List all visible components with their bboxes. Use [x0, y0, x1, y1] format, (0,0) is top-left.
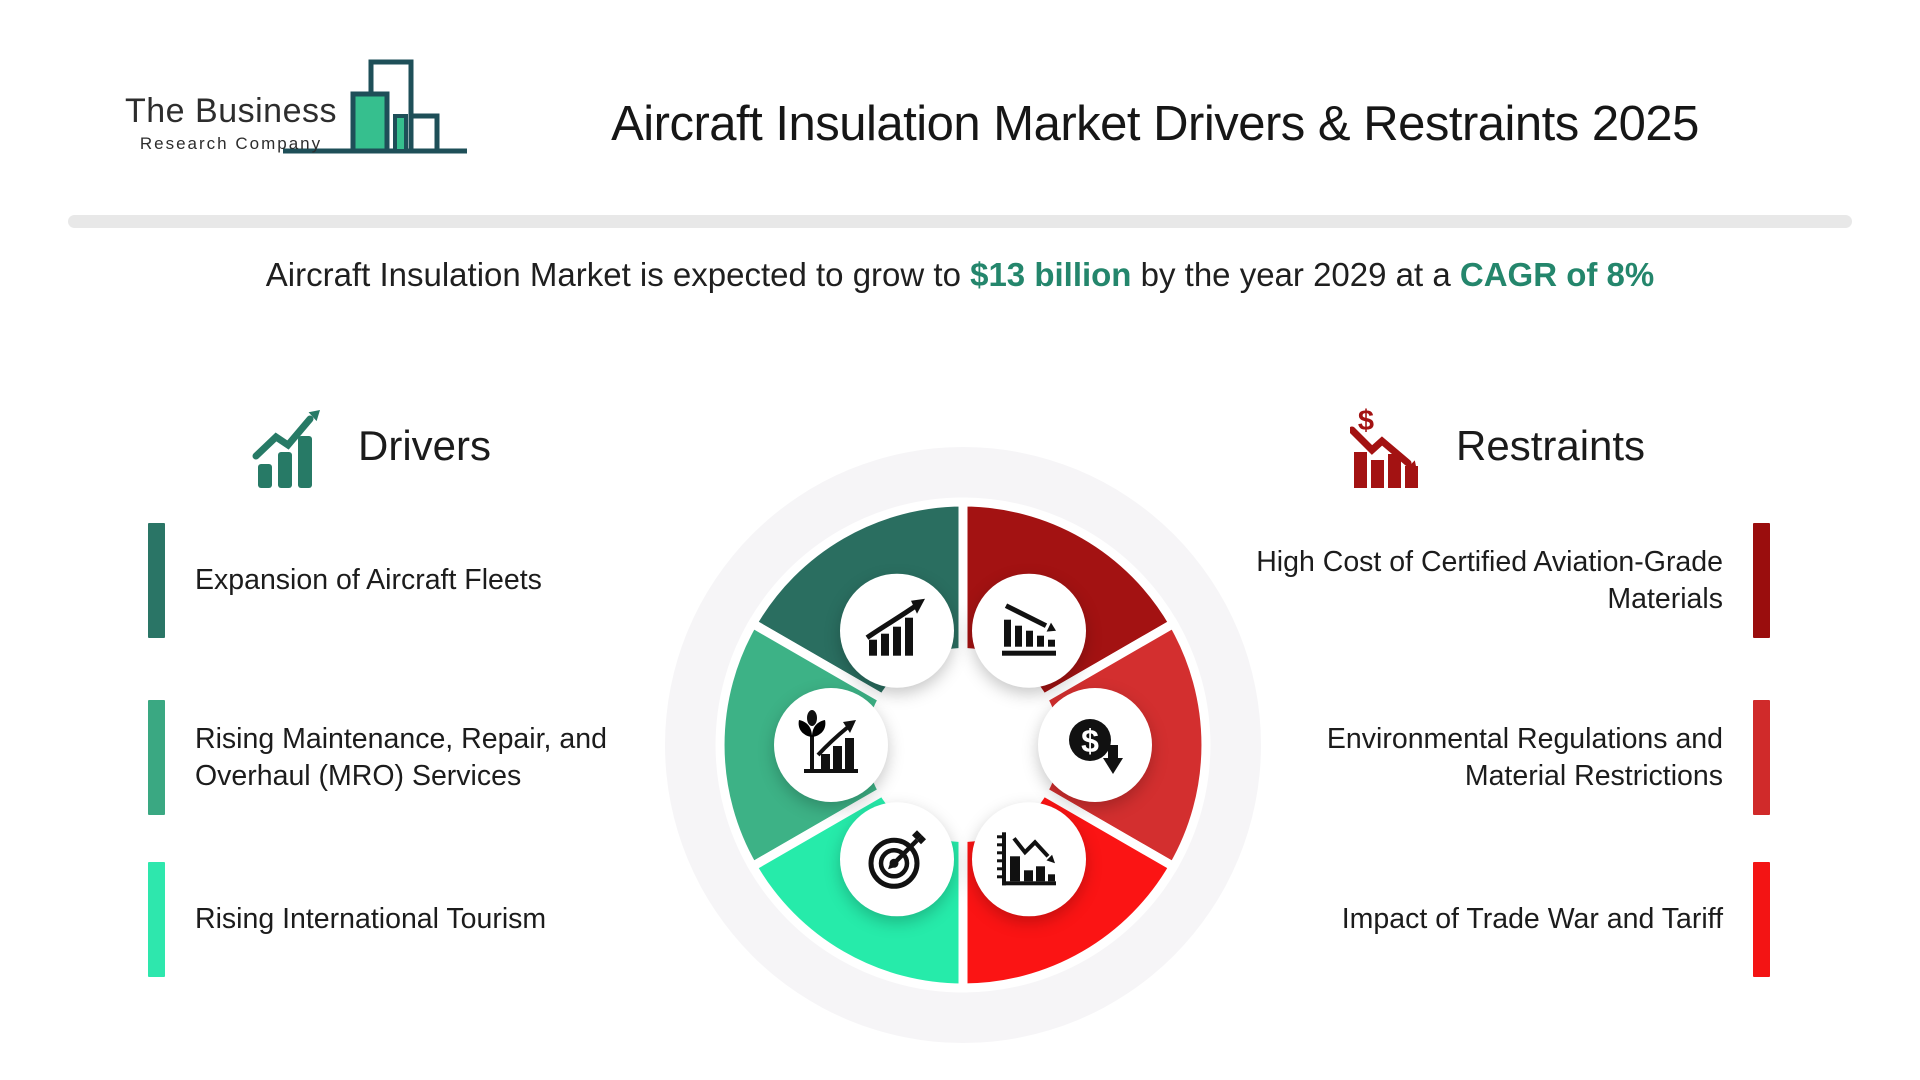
wheel-node-bottom-right — [972, 802, 1086, 917]
wheel-node-top-right — [972, 573, 1086, 688]
driver-item: Expansion of Aircraft Fleets — [148, 523, 640, 638]
market-value-highlight: $13 billion — [970, 256, 1132, 293]
driver-item-label: Expansion of Aircraft Fleets — [195, 564, 542, 597]
cagr-highlight: CAGR of 8% — [1459, 256, 1655, 293]
restraints-dollar-glyph: $ — [1358, 405, 1374, 437]
driver-item-label: Rising International Tourism — [195, 903, 547, 936]
plant-growth-chart-icon — [798, 710, 858, 773]
restraint-bar-marker — [1753, 700, 1770, 815]
restraint-item-label: Environmental Regulations and Material R… — [1326, 723, 1723, 792]
restraint-item: Impact of Trade War and Tariff — [1253, 862, 1770, 977]
restraints-heading-label: Restraints — [1456, 422, 1646, 469]
page-title: Aircraft Insulation Market Drivers & Res… — [611, 97, 1699, 151]
wheel-center-hub — [866, 648, 1060, 842]
logo-text-line2: Research Company — [139, 134, 323, 153]
driver-bar-marker — [148, 700, 165, 815]
dollar-decrease-icon: $ — [1069, 719, 1123, 774]
wheel-node-left — [774, 688, 888, 802]
axis-decline-chart-icon — [997, 832, 1056, 886]
market-growth-statement: Aircraft Insulation Market is expected t… — [0, 256, 1920, 294]
dollar-bars-down-trend-icon: $ — [1350, 405, 1418, 488]
target-dart-icon — [868, 830, 926, 889]
driver-item-label: Rising Maintenance, Repair, and Overhaul… — [195, 723, 607, 792]
bar-skyline-logo-icon — [283, 59, 467, 154]
drivers-heading: Drivers — [252, 403, 491, 489]
restraint-bar-marker — [1753, 862, 1770, 977]
restraint-item: Environmental Regulations and Material R… — [1253, 700, 1770, 815]
wheel-node-right: $ — [1038, 688, 1152, 802]
declining-bars-arrow-icon — [1002, 603, 1056, 656]
driver-bar-marker — [148, 862, 165, 977]
wheel-node-top-left — [840, 573, 954, 688]
bars-up-trend-icon — [252, 410, 320, 488]
restraint-bar-marker — [1753, 523, 1770, 638]
dollar-glyph: $ — [1081, 723, 1099, 759]
driver-bar-marker — [148, 523, 165, 638]
subtitle-prefix: Aircraft Insulation Market is expected t… — [265, 256, 971, 293]
brand-logo: The Business Research Company — [125, 56, 469, 156]
header-divider — [68, 215, 1852, 228]
driver-item: Rising Maintenance, Repair, and Overhaul… — [148, 700, 640, 815]
restraint-item: High Cost of Certified Aviation-Grade Ma… — [1253, 523, 1770, 638]
drivers-heading-label: Drivers — [358, 422, 491, 469]
restraint-item-label: Impact of Trade War and Tariff — [1341, 903, 1723, 936]
driver-item: Rising International Tourism — [148, 862, 640, 977]
drivers-restraints-wheel: $ — [665, 447, 1261, 1043]
subtitle-middle: by the year 2029 at a — [1131, 256, 1460, 293]
restraints-heading: $ Restraints — [1350, 403, 1645, 489]
brand-logo-text: The Business Research Company — [125, 92, 337, 156]
wheel-node-bottom-left — [840, 802, 954, 917]
logo-text-line1: The Business — [125, 92, 337, 130]
growth-curve-bars-icon — [865, 598, 925, 656]
restraint-item-label: High Cost of Certified Aviation-Grade Ma… — [1256, 546, 1723, 615]
